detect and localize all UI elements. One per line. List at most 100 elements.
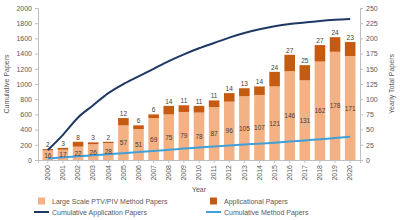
tick: 125 — [360, 81, 378, 88]
data-label: 11 — [196, 98, 203, 105]
bar — [118, 125, 129, 160]
tick-label: 2020 — [346, 165, 353, 181]
tick: 75 — [360, 111, 374, 118]
data-label: 178 — [330, 102, 341, 109]
tick-mark — [35, 69, 38, 70]
data-label: 22 — [74, 150, 82, 157]
tick: 2010 — [195, 160, 202, 181]
tick-label: 0 — [366, 157, 370, 164]
tick-label: 2000 — [44, 165, 51, 181]
data-label: 171 — [345, 105, 356, 112]
tick-label: 125 — [366, 81, 378, 88]
bar — [73, 147, 84, 160]
tick-label: 2004 — [105, 165, 112, 181]
data-label: 96 — [226, 127, 234, 134]
tick: 2009 — [180, 160, 187, 181]
tick: 2017 — [301, 160, 308, 181]
data-label: 16 — [44, 152, 52, 159]
tick-mark — [199, 160, 200, 163]
tick-mark — [360, 99, 363, 100]
bar — [209, 100, 220, 107]
tick: 2002 — [74, 160, 81, 181]
tick-mark — [360, 54, 363, 55]
tick-mark — [35, 8, 38, 9]
tick-label: 1200 — [16, 66, 32, 73]
tick: 2001 — [59, 160, 66, 181]
bar — [58, 148, 69, 150]
bar — [179, 105, 190, 112]
bar — [163, 114, 174, 160]
legend-swatch — [38, 198, 45, 205]
data-label: 8 — [76, 134, 80, 141]
tick-label: 2010 — [195, 165, 202, 181]
tick-label: 2005 — [120, 165, 127, 181]
tick: 200 — [20, 142, 38, 149]
tick: 2016 — [286, 160, 293, 181]
data-label: 78 — [195, 133, 203, 140]
bar — [163, 106, 174, 115]
tick-label: 400 — [20, 126, 32, 133]
tick: 1800 — [16, 20, 38, 27]
tick: 200 — [360, 35, 378, 42]
tick-mark — [350, 160, 351, 163]
line — [48, 19, 350, 150]
tick: 2015 — [271, 160, 278, 181]
tick: 0 — [360, 157, 370, 164]
tick: 2003 — [89, 160, 96, 181]
x-axis-line — [39, 161, 361, 164]
tick: 2012 — [225, 160, 232, 181]
tick: 50 — [360, 126, 374, 133]
bar — [284, 55, 295, 71]
tick-mark — [259, 160, 260, 163]
tick-label: 75 — [366, 111, 374, 118]
bar — [269, 86, 280, 160]
tick: 250 — [360, 5, 378, 12]
tick: 2006 — [135, 160, 142, 181]
y2-axis: 0255075100125150175200225250 — [360, 5, 378, 164]
tick-label: 1800 — [16, 20, 32, 27]
tick: 1200 — [16, 66, 38, 73]
data-label: 131 — [299, 117, 310, 124]
tick-mark — [274, 160, 275, 163]
bar — [345, 42, 356, 56]
bar — [194, 106, 205, 113]
data-label: 162 — [315, 107, 326, 114]
tick-mark — [35, 38, 38, 39]
tick-mark — [78, 160, 79, 163]
tick-label: 200 — [366, 35, 378, 42]
tick-label: 100 — [366, 96, 378, 103]
tick-label: 2011 — [210, 165, 217, 180]
tick-label: 1000 — [16, 81, 32, 88]
tick-mark — [35, 114, 38, 115]
tick-mark — [35, 23, 38, 24]
y-axis-title: Cumulative Papers — [3, 54, 11, 114]
tick-mark — [35, 130, 38, 131]
tick: 2020 — [346, 160, 353, 181]
data-label: 12 — [120, 110, 128, 117]
tick-label: 50 — [366, 126, 374, 133]
tick: 1400 — [16, 50, 38, 57]
data-label: 51 — [135, 141, 143, 148]
tick-mark — [35, 84, 38, 85]
tick-label: 2014 — [256, 165, 263, 181]
tick: 1000 — [16, 81, 38, 88]
tick-label: 2009 — [180, 165, 187, 181]
tick-mark — [35, 54, 38, 55]
data-label: 87 — [211, 130, 219, 137]
tick-mark — [35, 99, 38, 100]
tick-mark — [168, 160, 169, 163]
tick-label: 800 — [20, 96, 32, 103]
data-label: 105 — [239, 125, 250, 132]
legend: Large Scale PTV/PIV Method PapersApplica… — [34, 198, 309, 217]
bar — [330, 37, 341, 52]
data-label: 17 — [59, 151, 67, 158]
tick-mark — [360, 84, 363, 85]
tick: 2013 — [241, 160, 248, 181]
tick-mark — [47, 160, 48, 163]
bar — [254, 86, 265, 95]
tick: 2004 — [105, 160, 112, 181]
bar — [315, 45, 326, 61]
data-label: 24 — [271, 64, 279, 71]
data-label: 27 — [316, 37, 324, 44]
tick-mark — [153, 160, 154, 163]
